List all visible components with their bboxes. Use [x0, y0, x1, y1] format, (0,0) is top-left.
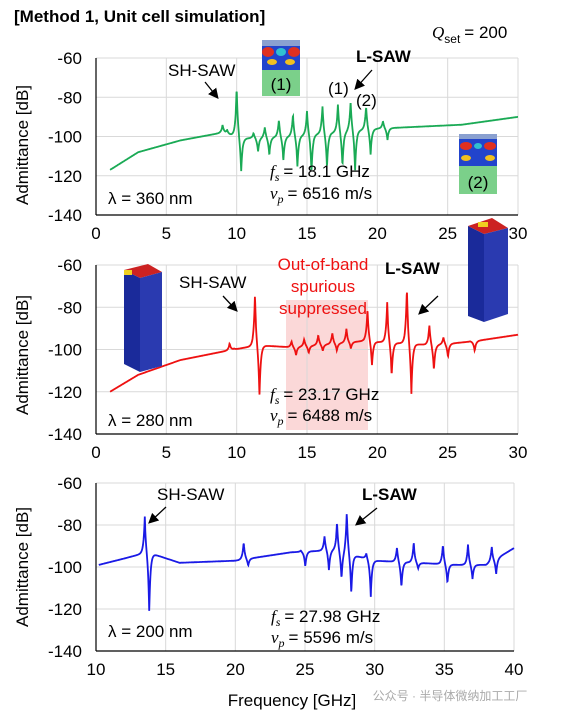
- sh-saw-arrow: [222, 295, 238, 312]
- x-tick-label: 30: [365, 660, 384, 679]
- y-tick-label: -120: [48, 383, 82, 402]
- y-tick-label: -100: [48, 558, 82, 577]
- plot-area: -60 -80 -100 -120 -140 0 5 10 15 20 25 30: [48, 256, 527, 462]
- admittance-series-line: [98, 514, 515, 611]
- admittance-series-line: [109, 91, 518, 172]
- y-tick-label: -60: [57, 474, 82, 493]
- device-3d-inset-left: [124, 264, 162, 372]
- q-set-label: Qset = 200: [432, 23, 507, 46]
- l-saw-arrow: [354, 507, 378, 526]
- lambda-label: λ = 280 nm: [108, 411, 193, 430]
- mode-shape-inset-2: (2): [459, 134, 497, 194]
- x-tick-label: 20: [368, 443, 387, 462]
- plot-area: -60 -80 -100 -120 -140 0 5 10 15 20 25 30: [48, 49, 527, 243]
- chart-panel-2: -60 -80 -100 -120 -140 0 5 10 15 20 25 30 Out-of-ba…: [48, 218, 527, 462]
- x-tick-label: 5: [162, 443, 171, 462]
- y-tick-label: -140: [48, 642, 82, 661]
- vp-text: vp = 6516 m/s: [270, 184, 372, 206]
- x-axis-label: Frequency [GHz]: [228, 691, 357, 710]
- fs-text: fs = 27.98 GHz: [271, 607, 380, 629]
- x-tick-label: 10: [227, 443, 246, 462]
- y-tick-label: -80: [57, 516, 82, 535]
- x-tick-label: 15: [298, 443, 317, 462]
- admittance-series-line: [109, 292, 519, 395]
- y-tick-label: -140: [48, 206, 82, 225]
- mode-2-label: (2): [468, 173, 489, 192]
- vp-text: vp = 5596 m/s: [271, 628, 373, 650]
- y-tick-label: -140: [48, 425, 82, 444]
- mode-shape-inset-1: (1): [262, 40, 300, 96]
- x-tick-label: 20: [368, 224, 387, 243]
- x-tick-label: 10: [87, 660, 106, 679]
- x-tick-label: 20: [226, 660, 245, 679]
- device-3d-inset-right: [468, 218, 508, 322]
- y-tick-label: -120: [48, 167, 82, 186]
- l-saw-arrow: [418, 295, 439, 315]
- x-tick-label: 25: [438, 443, 457, 462]
- y-tick-label: -80: [57, 298, 82, 317]
- x-tick-label: 25: [438, 224, 457, 243]
- x-tick-label: 30: [509, 443, 528, 462]
- sh-saw-label: SH-SAW: [179, 273, 246, 292]
- x-tick-label: 35: [435, 660, 454, 679]
- suppressed-line-2: spurious: [291, 277, 355, 296]
- l-saw-arrow: [354, 69, 373, 90]
- suppressed-band: [286, 300, 368, 430]
- l-saw-label: L-SAW: [385, 259, 441, 278]
- lambda-label: λ = 360 nm: [108, 189, 193, 208]
- y-tick-label: -120: [48, 600, 82, 619]
- y-tick-label: -60: [57, 49, 82, 68]
- x-tick-label: 30: [509, 224, 528, 243]
- y-tick-label: -80: [57, 88, 82, 107]
- y-tick-label: -60: [57, 256, 82, 275]
- suppressed-line-3: suppressed: [279, 299, 367, 318]
- y-tick-label: -100: [48, 128, 82, 147]
- x-tick-label: 15: [298, 224, 317, 243]
- mode-1-label: (1): [271, 75, 292, 94]
- y-axis-label: Admittance [dB]: [13, 85, 32, 205]
- method-title: [Method 1, Unit cell simulation]: [14, 7, 265, 26]
- l-saw-label: L-SAW: [356, 47, 412, 66]
- sh-saw-arrow: [148, 506, 167, 524]
- lambda-label: λ = 200 nm: [108, 622, 193, 641]
- vp-text: vp = 6488 m/s: [270, 406, 372, 428]
- x-tick-label: 40: [505, 660, 524, 679]
- x-tick-label: 25: [296, 660, 315, 679]
- fs-text: fs = 23.17 GHz: [270, 385, 379, 407]
- mode-marker-2: (2): [356, 91, 377, 110]
- sh-saw-arrow: [204, 81, 219, 100]
- x-tick-label: 0: [91, 224, 100, 243]
- y-tick-label: -100: [48, 341, 82, 360]
- x-tick-label: 5: [162, 224, 171, 243]
- sh-saw-label: SH-SAW: [157, 485, 224, 504]
- y-axis-label-3: Admittance [dB]: [13, 507, 32, 627]
- mode-marker-1: (1): [328, 79, 349, 98]
- y-axis-label-2: Admittance [dB]: [13, 295, 32, 415]
- sh-saw-label: SH-SAW: [168, 61, 235, 80]
- x-tick-label: 15: [156, 660, 175, 679]
- l-saw-label: L-SAW: [362, 485, 418, 504]
- plot-area: -60 -80 -100 -120 -140 10 15 20 25 30 35 40: [48, 474, 523, 679]
- x-tick-label: 10: [227, 224, 246, 243]
- suppressed-line-1: Out-of-band: [278, 255, 369, 274]
- watermark: 公众号 · 半导体微纳加工工厂: [373, 689, 528, 703]
- x-tick-label: 0: [91, 443, 100, 462]
- fs-text: fs = 18.1 GHz: [270, 162, 370, 184]
